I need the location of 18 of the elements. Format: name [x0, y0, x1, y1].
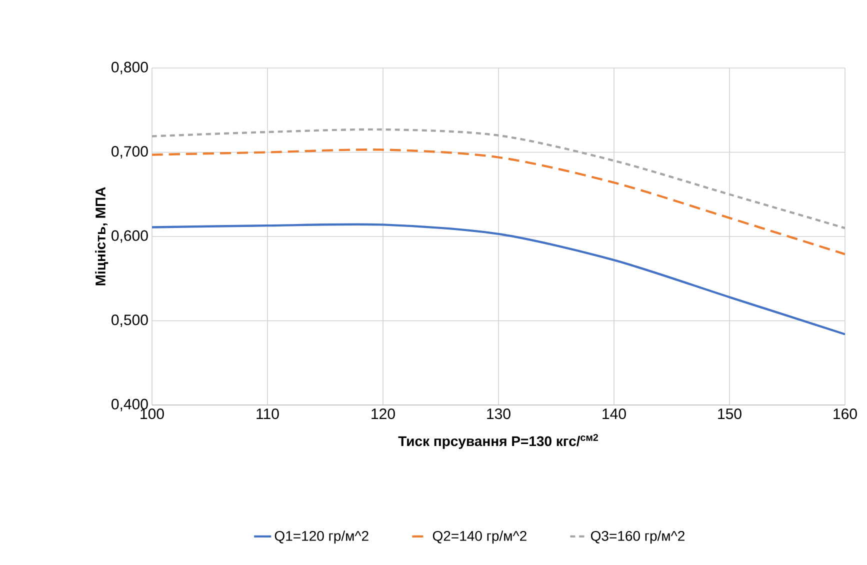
y-tick-label: 0,600: [112, 230, 148, 243]
legend-label: Q1=120 гр/м^2: [274, 530, 368, 544]
line-series: [152, 223, 845, 336]
y-axis-title: Міцність, МПА: [95, 187, 108, 286]
y-tick-label: 0,700: [112, 146, 148, 158]
x-tick-label: 120: [372, 408, 395, 420]
x-tick-label: 150: [718, 408, 742, 420]
x-tick-label: 140: [602, 408, 626, 420]
x-tick-label: 110: [256, 408, 279, 420]
x-tick-label: 160: [834, 408, 857, 420]
y-tick-label: 0,800: [112, 62, 148, 74]
line-series: [152, 128, 845, 230]
x-axis-title: Тиск прсування P=130 кгс/$^{см2}$: [398, 434, 598, 449]
x-tick-label: 130: [487, 408, 510, 420]
y-tick-label: 0,500: [112, 314, 148, 327]
line-series: [152, 148, 845, 256]
legend-label: Q2=140 гр/м^2: [432, 530, 526, 544]
legend-label: Q3=160 гр/м^2: [590, 530, 684, 544]
